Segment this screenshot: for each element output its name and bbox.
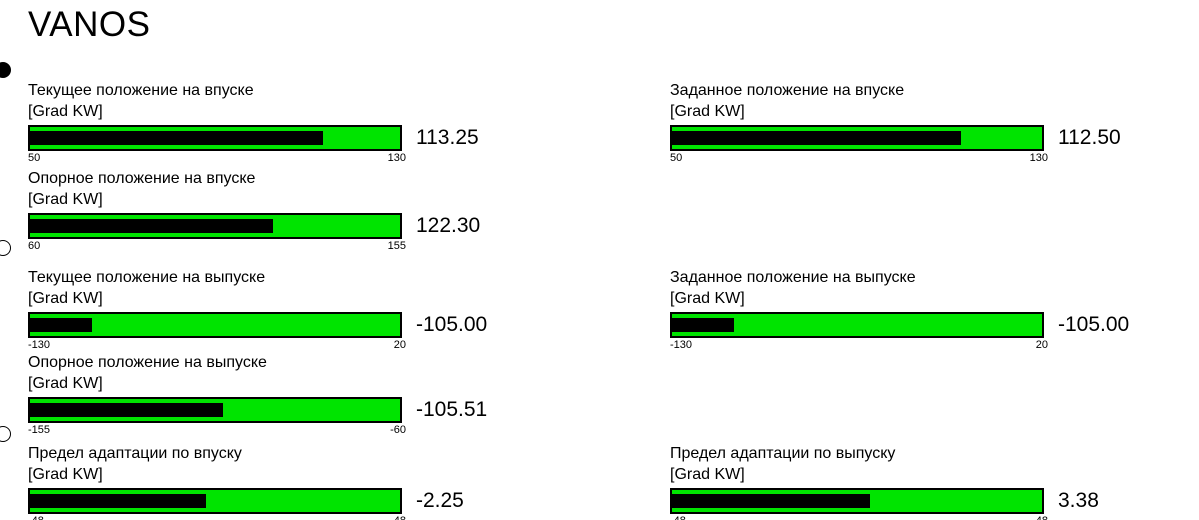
gauge-scale: -130 20: [670, 339, 1048, 352]
gauge-max-label: 155: [387, 240, 406, 252]
gauge-bar-indicator: [30, 131, 323, 145]
gauge-unit: [Grad KW]: [670, 466, 745, 483]
gauge-label: Текущее положение на выпуске: [28, 269, 266, 286]
gauge-max-label: 130: [387, 152, 406, 164]
gauge-value: -2.25: [416, 489, 464, 512]
gauge-bar-row: -105.00: [28, 312, 498, 338]
gauge-intake-adaptation-limit: Предел адаптации по впуску [Grad KW] -2.25…: [28, 443, 498, 520]
gauge-bar-indicator: [30, 318, 92, 332]
gauge-intake-target-position: Заданное положение на впуске [Grad KW] 112…: [670, 80, 1140, 165]
gauge-bar: [670, 125, 1044, 151]
gauge-bar-row: 112.50: [670, 125, 1140, 151]
gauge-max-label: 20: [393, 339, 406, 351]
gauge-bar: [670, 312, 1044, 338]
gauge-bar: [28, 312, 402, 338]
gauge-scale: -48 48: [670, 515, 1048, 520]
gauge-bar-indicator: [30, 219, 273, 233]
gauge-label: Предел адаптации по выпуску: [670, 445, 896, 462]
gauge-bar-indicator: [30, 494, 207, 508]
gauge-min-label: -130: [28, 339, 51, 351]
gauge-unit: [Grad KW]: [670, 290, 745, 307]
gauge-scale: 50 130: [670, 152, 1048, 165]
gauge-min-label: -130: [670, 339, 693, 351]
gauge-value: 113.25: [416, 126, 479, 149]
gauge-scale: -48 48: [28, 515, 406, 520]
gauge-unit: [Grad KW]: [28, 191, 103, 208]
gauge-bar-row: -2.25: [28, 488, 498, 514]
gauge-bar: [28, 125, 402, 151]
gauge-max-label: 20: [1035, 339, 1048, 351]
gauge-bar-row: -105.51: [28, 397, 498, 423]
gauge-label: Заданное положение на выпуске: [670, 269, 916, 286]
gauge-bar-row: 122.30: [28, 213, 498, 239]
gauge-value: 112.50: [1058, 126, 1121, 149]
gauge-label: Опорное положение на выпуске: [28, 354, 267, 371]
gauge-bar-indicator: [672, 318, 734, 332]
gauge-label: Заданное положение на впуске: [670, 82, 905, 99]
section-marker-icon: [0, 62, 11, 78]
gauge-bar: [28, 397, 402, 423]
gauge-unit: [Grad KW]: [28, 290, 103, 307]
gauge-max-label: 48: [394, 515, 406, 520]
gauge-exhaust-target-position: Заданное положение на выпуске [Grad KW] -1…: [670, 267, 1140, 352]
gauge-exhaust-adaptation-limit: Предел адаптации по выпуску [Grad KW] 3.38…: [670, 443, 1140, 520]
gauge-bar: [670, 488, 1044, 514]
gauge-min-label: 60: [28, 240, 41, 252]
gauge-value: 3.38: [1058, 489, 1099, 512]
gauge-unit: [Grad KW]: [28, 466, 103, 483]
gauge-unit: [Grad KW]: [28, 103, 103, 120]
gauge-intake-current-position: Текущее положение на впуске [Grad KW] 113.…: [28, 80, 498, 165]
gauge-scale: 50 130: [28, 152, 406, 165]
gauge-intake-reference-position: Опорное положение на впуске [Grad KW] 122.…: [28, 168, 498, 253]
gauge-exhaust-reference-position: Опорное положение на выпуске [Grad KW] -10…: [28, 352, 498, 437]
gauge-bar-indicator: [30, 403, 223, 417]
section-marker-icon: [0, 426, 11, 442]
gauge-bar: [28, 488, 402, 514]
gauge-exhaust-current-position: Текущее положение на выпуске [Grad KW] -10…: [28, 267, 498, 352]
gauge-min-label: 50: [670, 152, 683, 164]
gauge-scale: -130 20: [28, 339, 406, 352]
gauge-unit: [Grad KW]: [28, 375, 103, 392]
gauge-bar-row: -105.00: [670, 312, 1140, 338]
gauge-label: Текущее положение на впуске: [28, 82, 254, 99]
gauge-scale: 60 155: [28, 240, 406, 253]
gauge-max-label: 48: [1036, 515, 1048, 520]
gauge-label: Опорное положение на впуске: [28, 170, 256, 187]
gauge-min-label: 50: [28, 152, 41, 164]
gauge-bar-indicator: [672, 494, 871, 508]
gauge-max-label: 130: [1029, 152, 1048, 164]
gauge-max-label: -60: [390, 424, 406, 436]
gauge-scale: -155 -60: [28, 424, 406, 437]
section-marker-icon: [0, 240, 11, 256]
gauge-label: Предел адаптации по впуску: [28, 445, 242, 462]
gauge-value: -105.00: [1058, 313, 1130, 336]
gauge-unit: [Grad KW]: [670, 103, 745, 120]
gauge-bar: [28, 213, 402, 239]
gauge-min-label: -48: [28, 515, 44, 520]
gauge-bar-row: 3.38: [670, 488, 1140, 514]
gauge-min-label: -155: [28, 424, 51, 436]
gauge-value: 122.30: [416, 214, 481, 237]
gauge-bar-row: 113.25: [28, 125, 498, 151]
gauge-value: -105.00: [416, 313, 488, 336]
gauge-value: -105.51: [416, 398, 488, 421]
page-title: VANOS: [28, 5, 151, 44]
gauge-bar-indicator: [672, 131, 962, 145]
gauge-min-label: -48: [670, 515, 686, 520]
